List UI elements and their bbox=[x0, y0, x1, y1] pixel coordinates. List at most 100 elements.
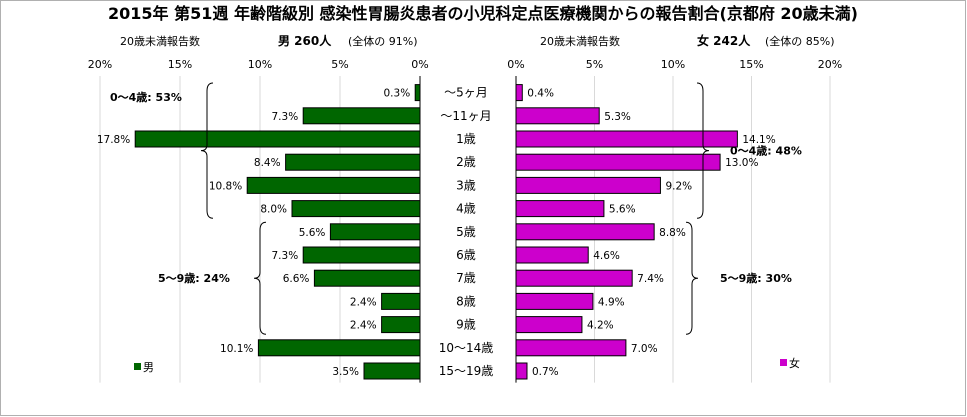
bar-layer bbox=[134, 84, 738, 380]
male-bar bbox=[381, 292, 421, 310]
female-annotation-0-4: 0～4歳: 48% bbox=[730, 144, 802, 158]
male-data-label: 2.4% bbox=[350, 320, 377, 332]
category-label: 10～14歳 bbox=[439, 341, 494, 355]
female-data-label: 14.1% bbox=[742, 134, 775, 146]
male-bar bbox=[257, 339, 421, 357]
category-label: 7歳 bbox=[456, 271, 476, 285]
label-layer: ～5ヶ月 0.3% 0.4% ～11ヶ月 7.3% 5.3% 1歳 17.8% 14.1% 2歳 8… bbox=[97, 86, 776, 378]
male-data-label: 7.3% bbox=[272, 111, 299, 123]
female-data-label: 7.0% bbox=[631, 343, 658, 355]
chart-title: 2015年 第51週 年齢階級別 感染性胃腸炎患者の小児科定点医療機関からの報告… bbox=[108, 4, 858, 23]
male-bar bbox=[246, 176, 421, 194]
category-label: ～11ヶ月 bbox=[440, 109, 491, 123]
female-brace-5-9 bbox=[685, 221, 699, 335]
male-bar bbox=[291, 200, 421, 218]
female-header-pct: (全体の 85%) bbox=[765, 34, 835, 48]
category-label: 5歳 bbox=[456, 225, 476, 239]
male-bar bbox=[381, 316, 421, 334]
male-data-label: 5.6% bbox=[299, 227, 326, 239]
male-bar bbox=[285, 153, 421, 171]
female-bar bbox=[515, 153, 721, 171]
female-bar bbox=[515, 269, 633, 287]
male-data-label: 2.4% bbox=[350, 296, 377, 308]
female-bar bbox=[515, 339, 627, 357]
right-tick-label: 15% bbox=[739, 58, 763, 71]
male-annotation-0-4: 0～4歳: 53% bbox=[110, 90, 182, 104]
right-tick-label: 20% bbox=[818, 58, 842, 71]
male-header-left: 20歳未満報告数 bbox=[120, 35, 200, 48]
male-annotation-5-9: 5～9歳: 24% bbox=[158, 271, 230, 285]
male-header-pct: (全体の 91%) bbox=[348, 34, 418, 48]
male-data-label: 3.5% bbox=[332, 366, 359, 378]
male-bar bbox=[414, 84, 421, 102]
right-tick-label: 0% bbox=[507, 58, 524, 71]
male-header-count: 男 260人 bbox=[278, 33, 332, 48]
left-tick-label: 15% bbox=[168, 58, 192, 71]
male-data-label: 10.8% bbox=[209, 180, 242, 192]
category-label: 2歳 bbox=[456, 155, 476, 169]
female-data-label: 5.6% bbox=[609, 204, 636, 216]
female-data-label: 9.2% bbox=[665, 180, 692, 192]
left-tick-label: 0% bbox=[411, 58, 428, 71]
category-label: 3歳 bbox=[456, 178, 476, 192]
category-label: 15～19歳 bbox=[439, 364, 494, 378]
male-bar bbox=[302, 246, 421, 264]
right-tick-label: 5% bbox=[586, 58, 603, 71]
left-tick-label: 5% bbox=[331, 58, 348, 71]
male-data-label: 8.4% bbox=[254, 157, 281, 169]
male-bar bbox=[313, 269, 421, 287]
category-label: 8歳 bbox=[456, 294, 476, 308]
female-bar bbox=[515, 246, 589, 264]
male-bar bbox=[363, 362, 421, 380]
male-brace-0-4 bbox=[200, 82, 214, 219]
left-tick-label: 20% bbox=[88, 58, 112, 71]
legend-swatch-male bbox=[134, 363, 141, 370]
female-bar bbox=[515, 84, 523, 102]
female-data-label: 5.3% bbox=[604, 111, 631, 123]
female-bar bbox=[515, 200, 605, 218]
female-data-label: 4.2% bbox=[587, 320, 614, 332]
male-bar bbox=[329, 223, 421, 241]
female-data-label: 0.4% bbox=[527, 88, 554, 100]
male-data-label: 10.1% bbox=[220, 343, 253, 355]
female-data-label: 13.0% bbox=[725, 157, 758, 169]
female-header-count: 女 242人 bbox=[697, 33, 751, 48]
annot-layer: 0～4歳: 53% 5～9歳: 24% 0～4歳: 48% 5～9歳: 30% bbox=[110, 82, 802, 335]
female-bar bbox=[515, 292, 594, 310]
male-bar bbox=[302, 107, 421, 125]
male-brace-5-9 bbox=[253, 221, 267, 335]
male-bar bbox=[134, 130, 421, 148]
category-label: ～5ヶ月 bbox=[444, 86, 488, 100]
female-data-label: 7.4% bbox=[637, 273, 664, 285]
category-label: 4歳 bbox=[456, 202, 476, 216]
category-label: 9歳 bbox=[456, 318, 476, 332]
legend-label-female: 女 bbox=[789, 356, 800, 370]
female-brace-0-4 bbox=[696, 82, 710, 219]
female-bar bbox=[515, 107, 600, 125]
legend-swatch-female bbox=[780, 359, 787, 366]
right-tick-label: 10% bbox=[661, 58, 685, 71]
category-label: 6歳 bbox=[456, 248, 476, 262]
female-data-label: 0.7% bbox=[532, 366, 559, 378]
female-data-label: 4.6% bbox=[593, 250, 620, 262]
male-data-label: 8.0% bbox=[260, 204, 287, 216]
category-label: 1歳 bbox=[456, 132, 476, 146]
female-header-left: 20歳未満報告数 bbox=[540, 35, 620, 48]
male-data-label: 6.6% bbox=[283, 273, 310, 285]
male-data-label: 17.8% bbox=[97, 134, 130, 146]
legend-label-male: 男 bbox=[143, 361, 154, 374]
female-bar bbox=[515, 223, 655, 241]
male-data-label: 7.3% bbox=[272, 250, 299, 262]
female-data-label: 4.9% bbox=[598, 296, 625, 308]
female-bar bbox=[515, 130, 738, 148]
female-annotation-5-9: 5～9歳: 30% bbox=[720, 271, 792, 285]
female-bar bbox=[515, 176, 661, 194]
male-data-label: 0.3% bbox=[384, 88, 411, 100]
female-bar bbox=[515, 362, 528, 380]
female-data-label: 8.8% bbox=[659, 227, 686, 239]
female-bar bbox=[515, 316, 583, 334]
left-tick-label: 10% bbox=[248, 58, 272, 71]
